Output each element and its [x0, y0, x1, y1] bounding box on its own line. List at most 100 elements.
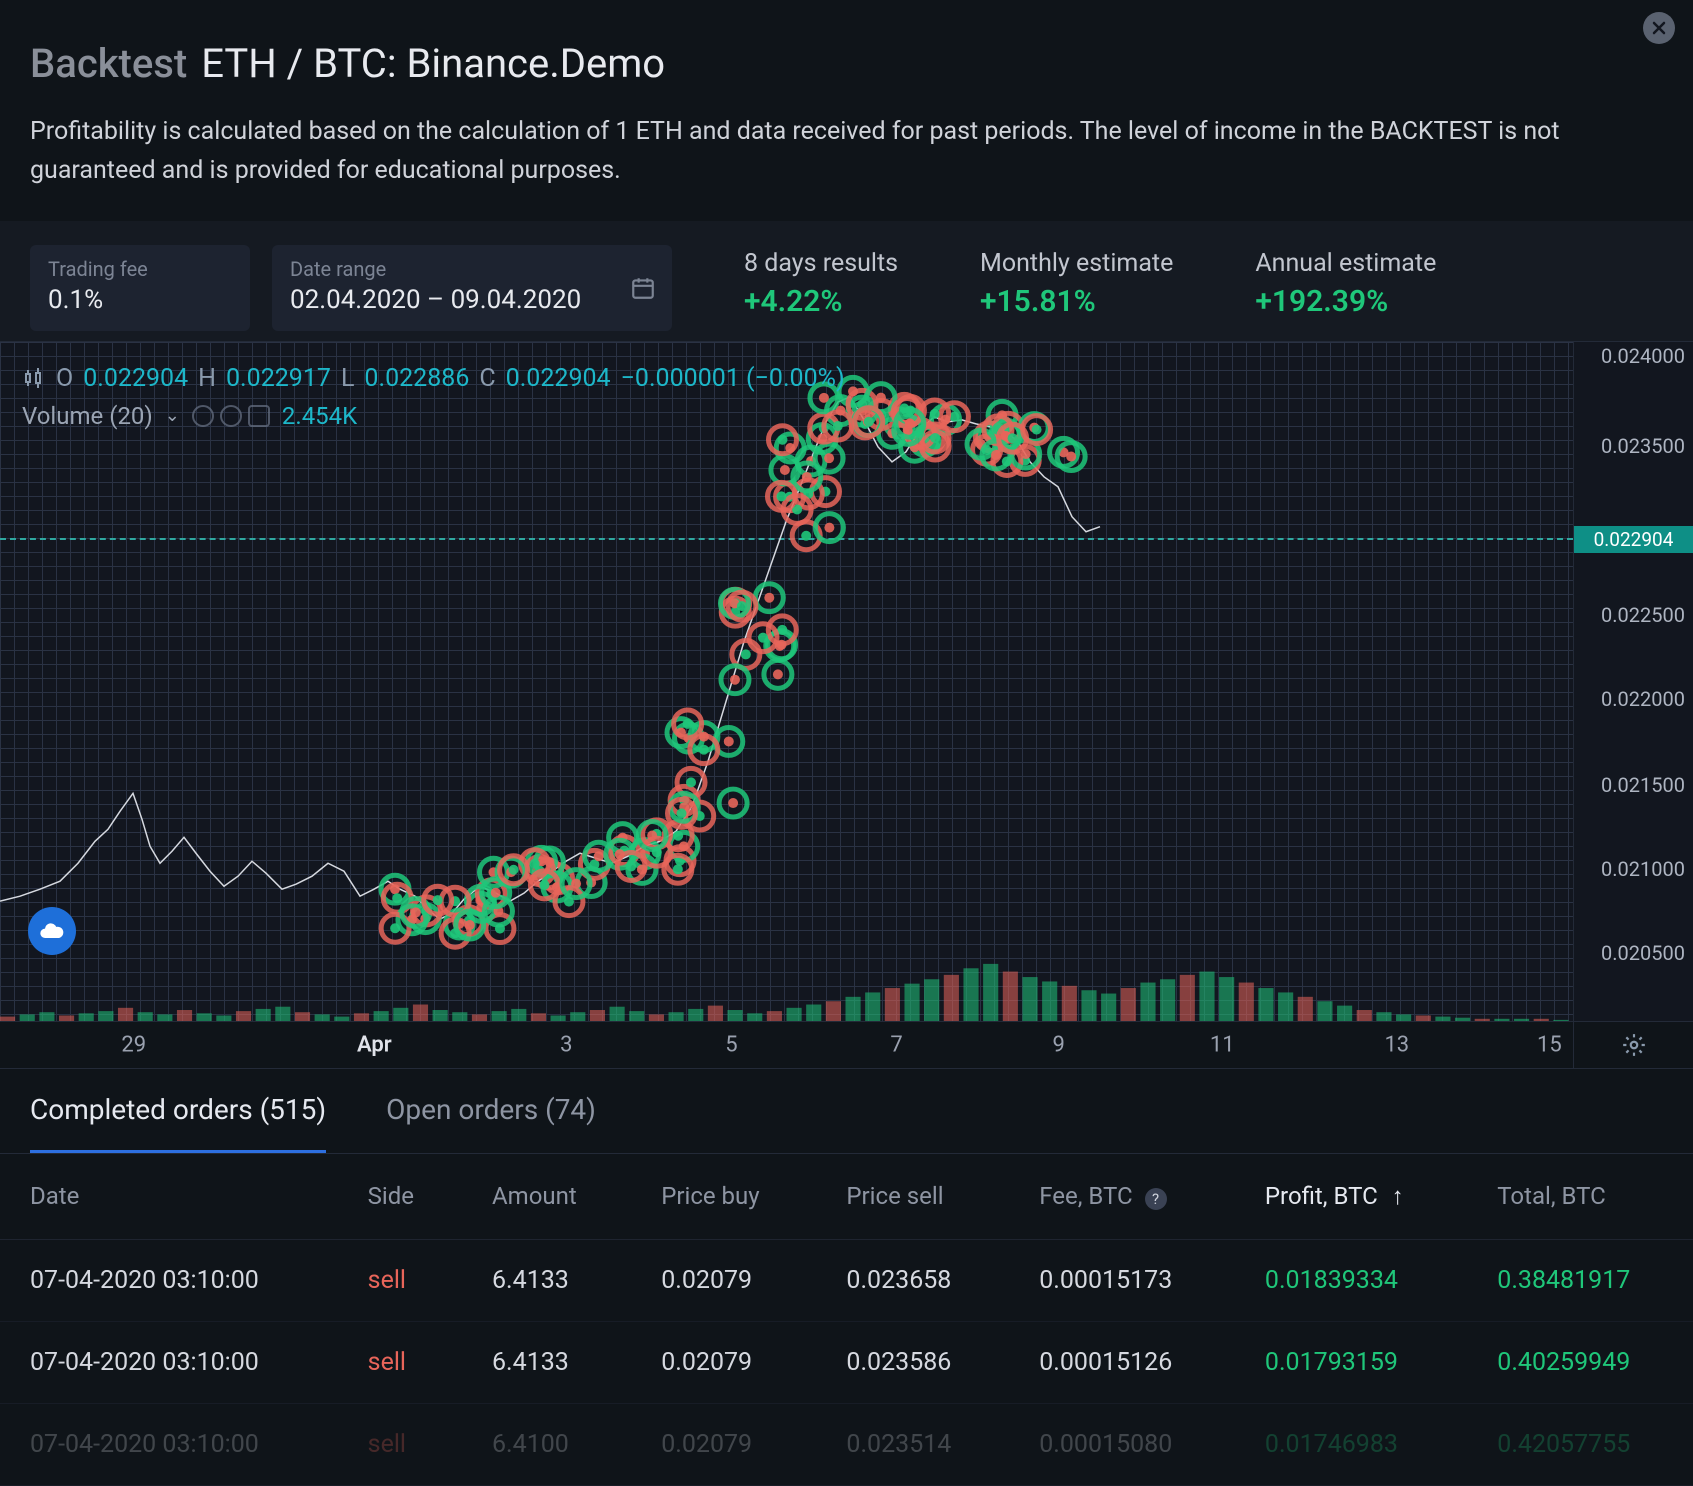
ohlc-o-label: O: [56, 364, 73, 393]
cell-amount: 6.4133: [462, 1321, 631, 1403]
close-button[interactable]: [1643, 12, 1675, 44]
volume-value: 2.454K: [282, 402, 357, 430]
x-axis: 29Apr3579111315: [0, 1022, 1573, 1068]
col-date[interactable]: Date: [0, 1154, 338, 1240]
close-icon: [1651, 20, 1667, 36]
metric-monthly: Monthly estimate +15.81%: [930, 245, 1183, 331]
y-axis: 0.024000 0.023500 0.022500 0.022000 0.021500…: [1573, 342, 1693, 1021]
cell-profit: 0.01793159: [1235, 1321, 1467, 1403]
orders-table: Date Side Amount Price buy Price sell Fe…: [0, 1154, 1693, 1486]
chevron-down-icon[interactable]: ⌄: [165, 405, 180, 426]
y-tick: 0.022500: [1601, 603, 1685, 627]
cell-profit: 0.01839334: [1235, 1239, 1467, 1321]
cell-price-sell: 0.023586: [816, 1321, 1009, 1403]
title-pair: ETH / BTC: Binance.Demo: [201, 40, 665, 87]
fee-label: Trading fee: [48, 257, 232, 281]
x-axis-row: 29Apr3579111315: [0, 1021, 1693, 1069]
y-tick: 0.022000: [1601, 687, 1685, 711]
cell-date: 07-04-2020 03:10:00: [0, 1321, 338, 1403]
y-tick: 0.020500: [1601, 941, 1685, 965]
x-tick: 5: [725, 1032, 737, 1057]
cell-total: 0.38481917: [1467, 1239, 1693, 1321]
cell-price-sell: 0.023658: [816, 1239, 1009, 1321]
cell-side: sell: [338, 1403, 462, 1485]
trading-fee-input[interactable]: Trading fee 0.1%: [30, 245, 250, 331]
gear-icon: [1621, 1032, 1647, 1058]
table-row[interactable]: 07-04-2020 03:10:00sell6.41330.020790.02…: [0, 1239, 1693, 1321]
cell-side: sell: [338, 1321, 462, 1403]
x-tick: 15: [1537, 1032, 1562, 1057]
y-tick: 0.021500: [1601, 773, 1685, 797]
ohlc-c-label: C: [479, 364, 495, 393]
chart-settings-button[interactable]: [1573, 1022, 1693, 1068]
table-row[interactable]: 07-04-2020 03:10:00sell6.41330.020790.02…: [0, 1321, 1693, 1403]
ohlc-row: O 0.022904 H 0.022917 L 0.022886 C 0.022…: [22, 364, 845, 393]
col-price-buy[interactable]: Price buy: [631, 1154, 816, 1240]
col-fee-label: Fee, BTC: [1039, 1182, 1132, 1210]
ohlc-l: 0.022886: [364, 364, 469, 393]
cell-fee: 0.00015173: [1009, 1239, 1235, 1321]
chart-svg: [0, 342, 1573, 1021]
description: Profitability is calculated based on the…: [30, 113, 1663, 191]
cell-total: 0.40259949: [1467, 1321, 1693, 1403]
metric-monthly-label: Monthly estimate: [980, 249, 1173, 278]
x-tick: 11: [1210, 1032, 1235, 1057]
cell-total: 0.42057755: [1467, 1403, 1693, 1485]
table-row[interactable]: 07-04-2020 03:10:00sell6.41000.020790.02…: [0, 1403, 1693, 1485]
cell-price-buy: 0.02079: [631, 1321, 816, 1403]
chart-main[interactable]: O 0.022904 H 0.022917 L 0.022886 C 0.022…: [0, 342, 1573, 1021]
x-tick: Apr: [357, 1032, 392, 1057]
volume-row: Volume (20) ⌄ 2.454K: [22, 402, 357, 430]
metric-days-label: 8 days results: [744, 249, 898, 278]
tab-open-orders[interactable]: Open orders (74): [386, 1093, 596, 1153]
volume-label[interactable]: Volume (20): [22, 402, 153, 430]
y-price-tag: 0.022904: [1574, 526, 1693, 553]
col-profit-label: Profit, BTC: [1265, 1182, 1378, 1210]
tab-completed-orders[interactable]: Completed orders (515): [30, 1093, 326, 1153]
x-tick: 13: [1384, 1032, 1409, 1057]
range-label: Date range: [290, 257, 654, 281]
ohlc-h-label: H: [198, 364, 216, 393]
cell-price-sell: 0.023514: [816, 1403, 1009, 1485]
date-range-input[interactable]: Date range 02.04.2020 – 09.04.2020: [272, 245, 672, 331]
range-value: 02.04.2020 – 09.04.2020: [290, 285, 654, 315]
y-tick: 0.024000: [1601, 344, 1685, 368]
header: Backtest ETH / BTC: Binance.Demo Profita…: [0, 0, 1693, 221]
x-tick: 9: [1052, 1032, 1064, 1057]
indicator-settings-icon[interactable]: [220, 405, 242, 427]
cell-amount: 6.4133: [462, 1239, 631, 1321]
tabs: Completed orders (515) Open orders (74): [0, 1069, 1693, 1154]
col-amount[interactable]: Amount: [462, 1154, 631, 1240]
indicator-remove-icon[interactable]: [248, 405, 270, 427]
x-tick: 3: [560, 1032, 572, 1057]
ohlc-h: 0.022917: [226, 364, 331, 393]
y-tick: 0.021000: [1601, 857, 1685, 881]
cloud-badge[interactable]: [28, 907, 76, 955]
cell-price-buy: 0.02079: [631, 1403, 816, 1485]
indicator-eye-icon[interactable]: [192, 405, 214, 427]
fee-value: 0.1%: [48, 285, 232, 315]
metric-monthly-value: +15.81%: [980, 284, 1173, 319]
ohlc-c: 0.022904: [506, 364, 611, 393]
cell-amount: 6.4100: [462, 1403, 631, 1485]
help-icon[interactable]: ?: [1145, 1188, 1167, 1210]
col-price-sell[interactable]: Price sell: [816, 1154, 1009, 1240]
cloud-icon: [38, 917, 66, 945]
col-total[interactable]: Total, BTC: [1467, 1154, 1693, 1240]
cell-date: 07-04-2020 03:10:00: [0, 1239, 338, 1321]
chart[interactable]: O 0.022904 H 0.022917 L 0.022886 C 0.022…: [0, 341, 1693, 1021]
cell-fee: 0.00015080: [1009, 1403, 1235, 1485]
col-fee[interactable]: Fee, BTC ?: [1009, 1154, 1235, 1240]
ohlc-l-label: L: [341, 364, 354, 393]
metrics-bar: Trading fee 0.1% Date range 02.04.2020 –…: [0, 221, 1693, 341]
col-side[interactable]: Side: [338, 1154, 462, 1240]
metric-annual-label: Annual estimate: [1255, 249, 1436, 278]
ohlc-delta: −0.000001 (−0.00%): [621, 364, 845, 393]
title-prefix: Backtest: [30, 40, 187, 87]
sort-arrow-icon: ↑: [1392, 1182, 1404, 1210]
col-profit[interactable]: Profit, BTC ↑: [1235, 1154, 1467, 1240]
ohlc-o: 0.022904: [83, 364, 188, 393]
y-tick: 0.023500: [1601, 434, 1685, 458]
cell-fee: 0.00015126: [1009, 1321, 1235, 1403]
calendar-icon: [630, 275, 656, 301]
